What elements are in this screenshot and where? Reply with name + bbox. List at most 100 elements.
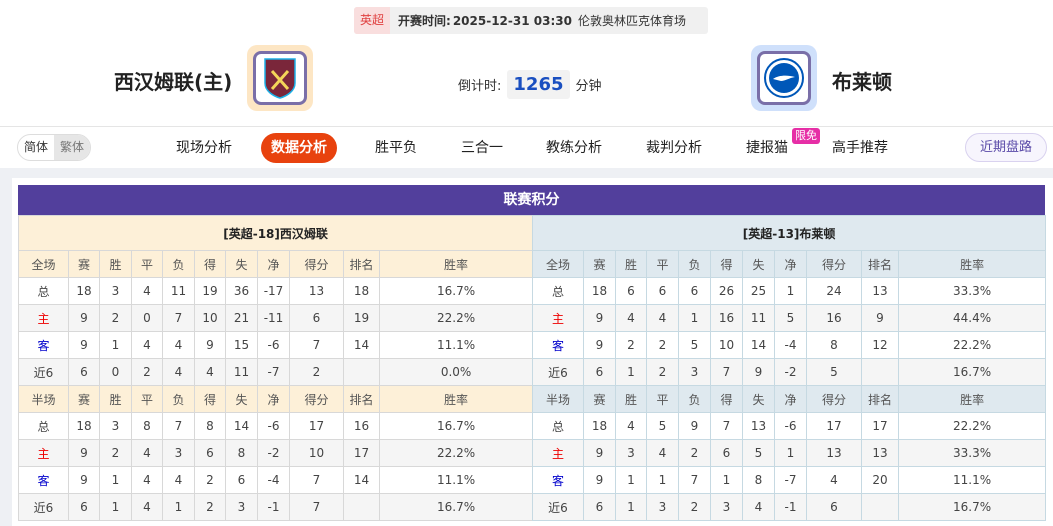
tab-referee-analysis[interactable]: 裁判分析 xyxy=(646,140,702,156)
table-cell: 24 xyxy=(806,277,862,305)
table-cell: 4 xyxy=(742,493,775,521)
table-cell: 11.1% xyxy=(378,331,534,359)
table-cell: 11.1% xyxy=(378,466,534,494)
table-row: 总 18 3 8 7 8 14 -6 17 16 16.7% xyxy=(18,412,534,440)
row-label: 主 xyxy=(532,304,584,332)
table-cell: 18 xyxy=(343,277,380,305)
table-cell: 4 xyxy=(646,439,679,467)
table-cell: 26 xyxy=(710,277,743,305)
table-cell: 7 xyxy=(289,331,344,359)
table-row: 总 18 3 4 11 19 36 -17 13 18 16.7% xyxy=(18,277,534,305)
column-header: 排名 xyxy=(343,385,380,413)
table-cell: 21 xyxy=(225,304,258,332)
table-cell: 9 xyxy=(68,466,100,494)
kickoff-time: 2025-12-31 03:30 xyxy=(452,13,572,28)
traditional-button[interactable]: 繁体 xyxy=(54,135,91,160)
tab-three-in-one[interactable]: 三合一 xyxy=(461,140,503,156)
table-cell: 33.3% xyxy=(897,277,1047,305)
tab-expert-picks[interactable]: 高手推荐 xyxy=(832,140,888,156)
column-header: 排名 xyxy=(861,250,899,278)
column-header: 平 xyxy=(131,385,163,413)
team-header-row: [英超-18]西汉姆联 xyxy=(17,215,534,251)
table-cell: 2 xyxy=(99,304,132,332)
table-cell: 4 xyxy=(162,331,195,359)
table-cell: 2 xyxy=(99,439,132,467)
table-row: 客 9 2 2 5 10 14 -4 8 12 22.2% xyxy=(532,331,1047,359)
table-cell: 9 xyxy=(678,412,711,440)
table-cell xyxy=(343,493,380,521)
table-cell: -6 xyxy=(774,412,807,440)
table-cell: 14 xyxy=(343,466,380,494)
table-cell: 4 xyxy=(162,466,195,494)
home-team-logo[interactable] xyxy=(247,45,313,111)
simplified-button[interactable]: 简体 xyxy=(24,140,49,154)
away-team-name[interactable]: 布莱顿 xyxy=(832,70,892,94)
row-label: 近6 xyxy=(18,358,69,386)
table-cell: 9 xyxy=(68,331,100,359)
column-header: 胜 xyxy=(99,385,132,413)
table-cell: 16 xyxy=(343,412,380,440)
tab-win-draw-loss[interactable]: 胜平负 xyxy=(375,140,417,156)
column-header: 得 xyxy=(194,250,226,278)
tab-jiebaomao[interactable]: 捷报猫 xyxy=(746,140,788,156)
table-cell: 4 xyxy=(194,358,226,386)
recent-odds-button[interactable]: 近期盘路 xyxy=(965,133,1047,162)
tab-live-analysis[interactable]: 现场分析 xyxy=(176,140,232,156)
tab-coach-analysis[interactable]: 教练分析 xyxy=(546,140,602,156)
tab-data-analysis[interactable]: 数据分析 xyxy=(261,133,337,163)
table-cell: 1 xyxy=(710,466,743,494)
table-cell: 2 xyxy=(615,331,647,359)
table-cell: 16 xyxy=(806,304,862,332)
west-ham-crest-icon xyxy=(253,51,307,105)
table-cell: 8 xyxy=(806,331,862,359)
home-team-name[interactable]: 西汉姆联(主) xyxy=(114,70,233,94)
table-cell: 1 xyxy=(615,358,647,386)
column-header: 净 xyxy=(257,250,290,278)
column-header: 平 xyxy=(646,385,679,413)
table-cell: -6 xyxy=(257,412,290,440)
column-header: 负 xyxy=(678,385,711,413)
table-cell: 6 xyxy=(678,277,711,305)
table-cell: 18 xyxy=(583,277,616,305)
table-cell xyxy=(861,493,899,521)
table-cell: 6 xyxy=(68,358,100,386)
row-label: 主 xyxy=(18,439,69,467)
table-cell: 1 xyxy=(774,277,807,305)
venue: 伦敦奥林匹克体育场 xyxy=(577,14,686,28)
table-row: 总 18 6 6 6 26 25 1 24 13 33.3% xyxy=(532,277,1047,305)
table-cell: 6 xyxy=(615,277,647,305)
table-cell: 1 xyxy=(615,493,647,521)
table-row: 主 9 2 4 3 6 8 -2 10 17 22.2% xyxy=(18,439,534,467)
table-cell: 18 xyxy=(68,412,100,440)
table-cell: 3 xyxy=(225,493,258,521)
column-header: 得分 xyxy=(806,250,862,278)
table-cell: -6 xyxy=(257,331,290,359)
table-cell: 4 xyxy=(162,358,195,386)
column-header: 失 xyxy=(225,250,258,278)
column-header: 胜率 xyxy=(897,250,1047,278)
column-header: 净 xyxy=(257,385,290,413)
table-cell xyxy=(343,358,380,386)
table-row: 客 9 1 1 7 1 8 -7 4 20 11.1% xyxy=(532,466,1047,494)
table-cell: -4 xyxy=(774,331,807,359)
table-cell: 16.7% xyxy=(897,358,1047,386)
away-team-logo[interactable] xyxy=(751,45,817,111)
column-header: 胜率 xyxy=(897,385,1047,413)
table-cell: -7 xyxy=(257,358,290,386)
table-cell: 22.2% xyxy=(897,412,1047,440)
table-cell: 7 xyxy=(710,412,743,440)
table-cell: 4 xyxy=(646,304,679,332)
table-row: 客 9 1 4 4 9 15 -6 7 14 11.1% xyxy=(18,331,534,359)
table-cell: 20 xyxy=(861,466,899,494)
section-label: 全场 xyxy=(18,250,69,278)
table-cell: 9 xyxy=(583,331,616,359)
table-cell: -17 xyxy=(257,277,290,305)
row-label: 近6 xyxy=(532,358,584,386)
table-cell: 11 xyxy=(162,277,195,305)
table-cell: 8 xyxy=(131,412,163,440)
league-tag[interactable]: 英超 xyxy=(354,7,391,34)
team-header: [英超-13]布莱顿 xyxy=(531,215,1047,251)
away-standings-table: [英超-13]布莱顿 全场赛胜平负得失净得分 排名 胜率总 18 6 6 6 26 25 1 24 13… xyxy=(531,215,1047,521)
countdown-unit: 分钟 xyxy=(575,79,602,94)
row-label: 主 xyxy=(532,439,584,467)
